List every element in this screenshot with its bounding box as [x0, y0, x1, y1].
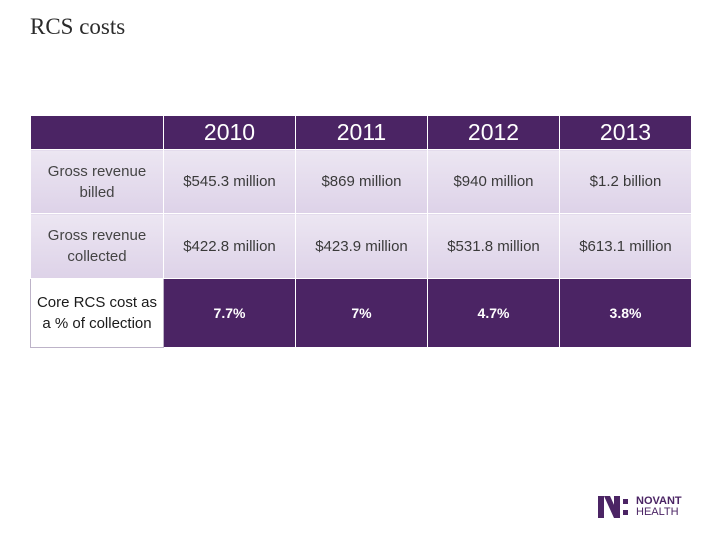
table-cell: 7% — [295, 277, 428, 349]
table-cell: 7.7% — [163, 277, 296, 349]
slide-title: RCS costs — [30, 14, 126, 39]
table-cell: $531.8 million — [427, 213, 560, 279]
logo-line-2: HEALTH — [636, 506, 679, 518]
row-label-gross-revenue-billed: Gross revenue billed — [30, 149, 164, 215]
table-cell: $613.1 million — [559, 213, 692, 279]
table-cell: 3.8% — [559, 277, 692, 349]
table-row: Gross revenue collected $422.8 million $… — [30, 213, 692, 279]
table-cell: $869 million — [295, 149, 428, 215]
table-cell: 4.7% — [427, 277, 560, 349]
table-header-row: 2010 2011 2012 2013 — [30, 114, 692, 151]
row-label-gross-revenue-collected: Gross revenue collected — [30, 213, 164, 279]
table-cell: $422.8 million — [163, 213, 296, 279]
header-year-2012: 2012 — [427, 114, 560, 151]
header-year-2010: 2010 — [163, 114, 296, 151]
novant-health-logo: NOVANT HEALTH — [598, 496, 682, 518]
header-corner-cell — [30, 114, 164, 151]
header-year-2011: 2011 — [295, 114, 428, 151]
table-cell: $1.2 billion — [559, 149, 692, 215]
table-row: Gross revenue billed $545.3 million $869… — [30, 149, 692, 215]
table-cell: $423.9 million — [295, 213, 428, 279]
logo-line-1: NOVANT — [636, 495, 682, 507]
novant-n-mark-icon — [598, 496, 628, 518]
rcs-costs-table: 2010 2011 2012 2013 Gross revenue billed… — [30, 114, 692, 349]
row-label-core-rcs-cost: Core RCS cost as a % of collection — [30, 277, 164, 349]
header-year-2013: 2013 — [559, 114, 692, 151]
table-row: Core RCS cost as a % of collection 7.7% … — [30, 277, 692, 349]
table-cell: $940 million — [427, 149, 560, 215]
table-cell: $545.3 million — [163, 149, 296, 215]
